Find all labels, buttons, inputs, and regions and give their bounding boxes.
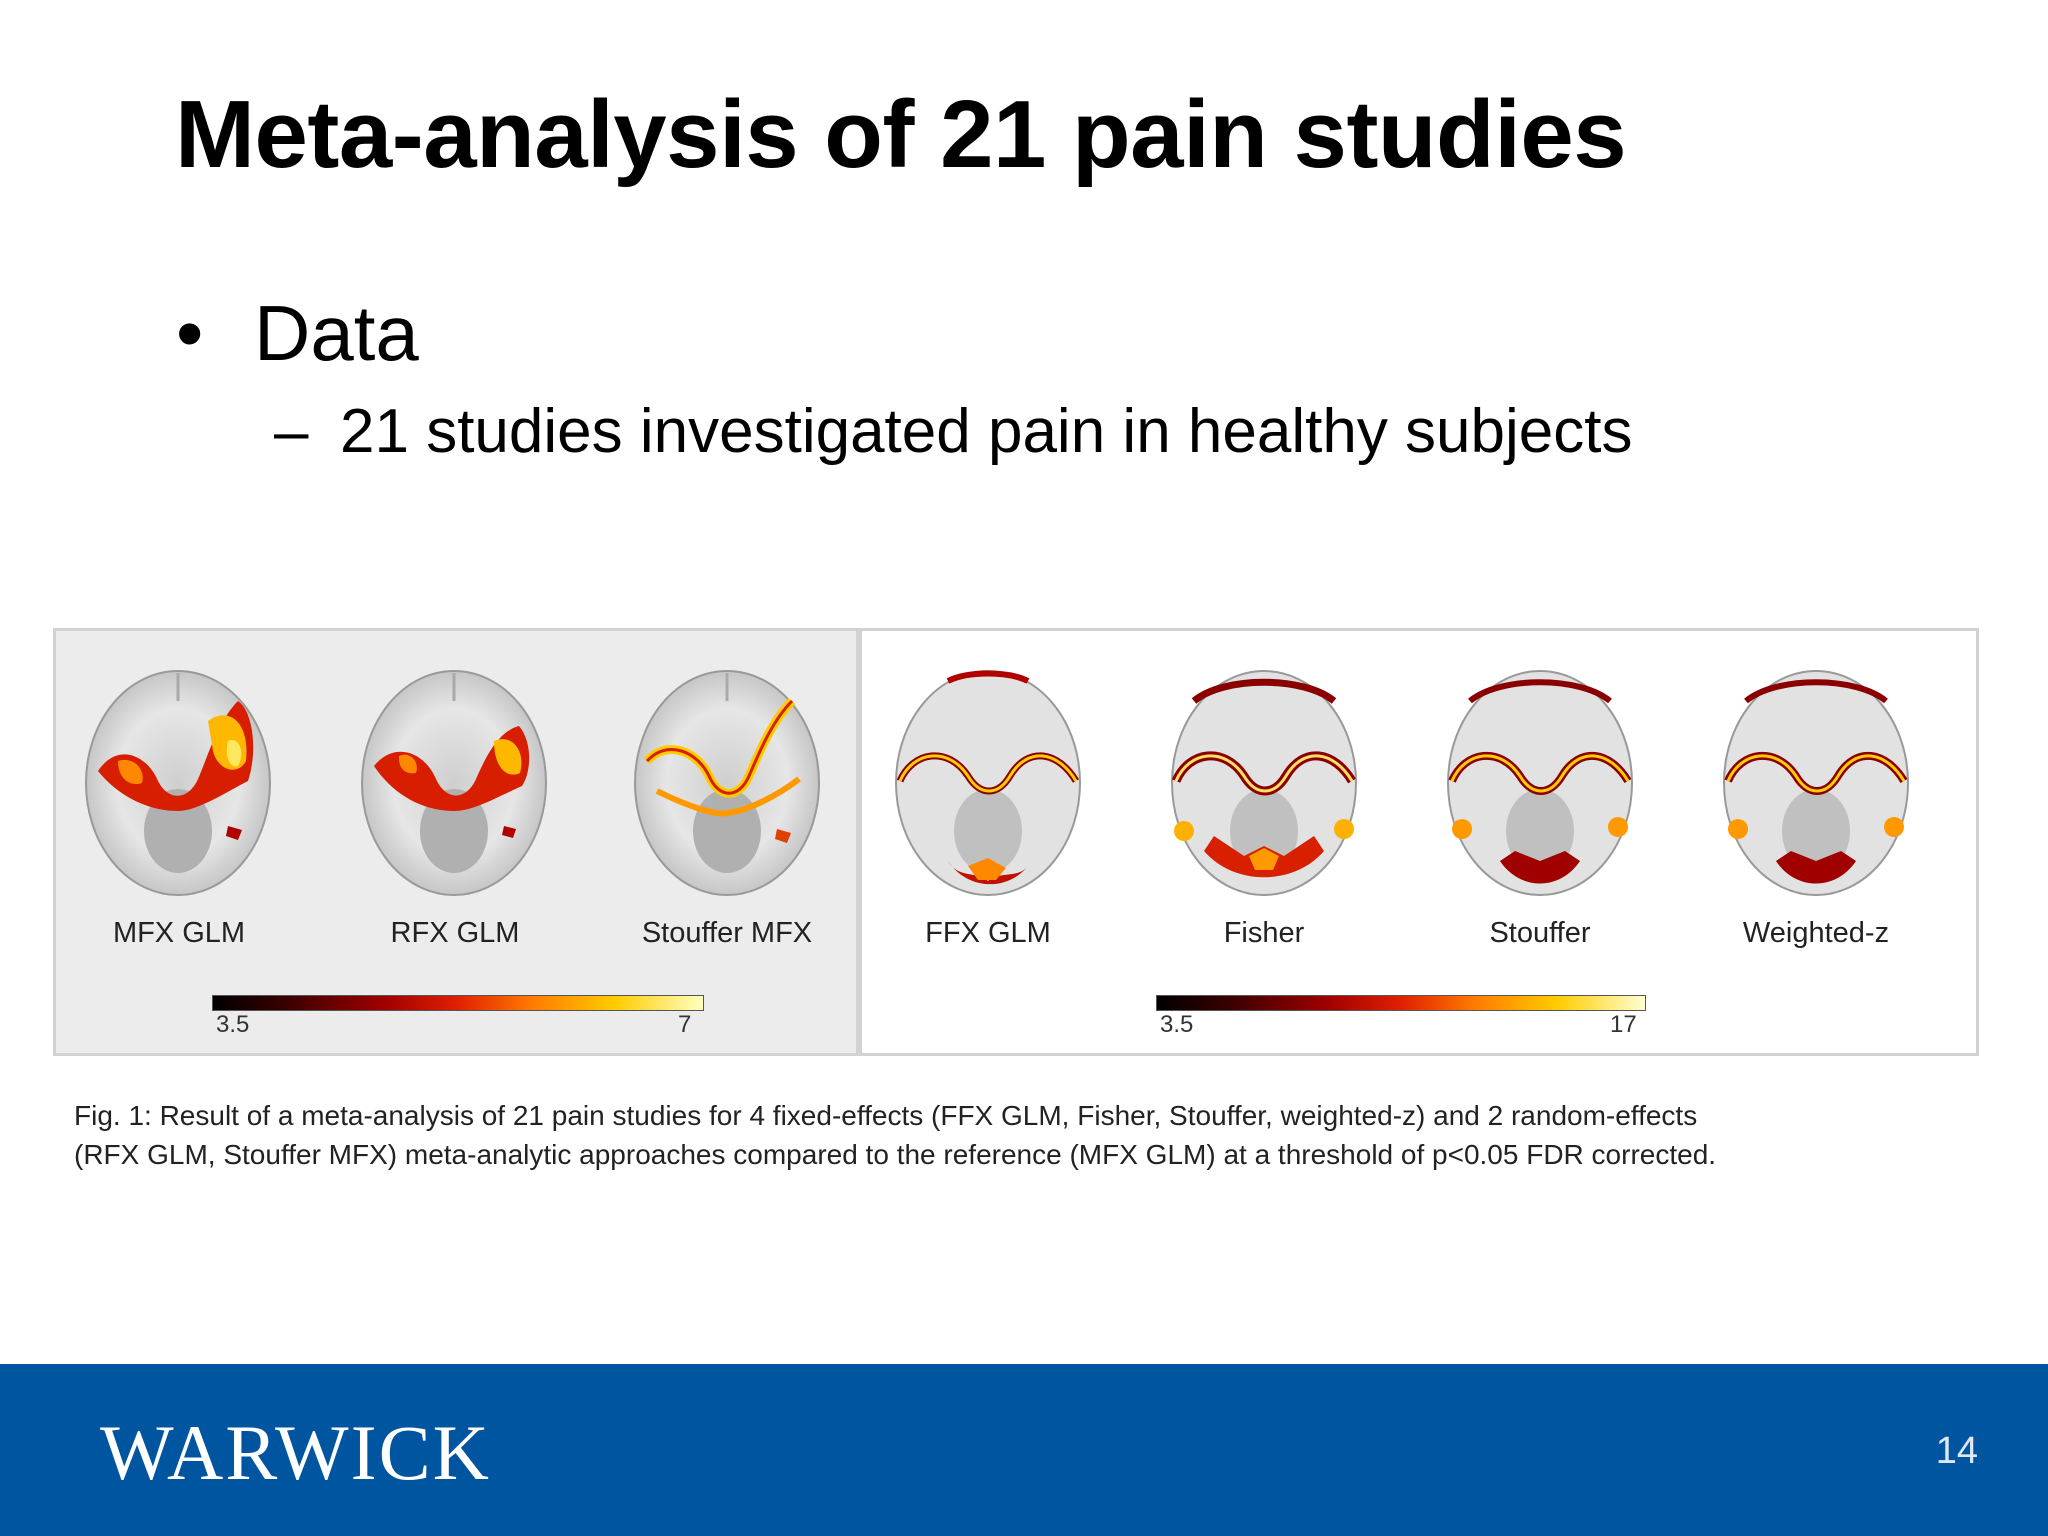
sub-bullet-text: 21 studies investigated pain in healthy …: [340, 397, 1633, 466]
figure-caption: Fig. 1: Result of a meta-analysis of 21 …: [74, 1096, 1974, 1174]
colorbar-right-min: 3.5: [1160, 1011, 1194, 1038]
label-fisher: Fisher: [1223, 917, 1305, 949]
colorbar-right: [1156, 995, 1646, 1011]
label-weighted-z: Weighted-z: [1742, 917, 1890, 949]
label-mfx-glm: MFX GLM: [112, 917, 246, 949]
warwick-logo: WARWICK: [100, 1409, 491, 1496]
brain-image-weighted-z: [1723, 670, 1909, 896]
brain-image-stouffer: [1447, 670, 1633, 896]
slide-title: Meta-analysis of 21 pain studies: [175, 81, 1627, 188]
right-panel: FFX GLM Fisher: [859, 628, 1979, 1056]
brain-image-mfx-glm: [85, 670, 271, 896]
colorbar-left: [212, 995, 704, 1011]
bullet-data: • Data: [176, 288, 419, 379]
brain-figure: MFX GLM RFX GLM St: [53, 628, 1979, 1060]
left-panel: MFX GLM RFX GLM St: [53, 628, 859, 1056]
label-stouffer: Stouffer: [1489, 917, 1591, 949]
label-rfx-glm: RFX GLM: [390, 917, 520, 949]
footer-bar: WARWICK 14: [0, 1364, 2048, 1536]
caption-line-1: Fig. 1: Result of a meta-analysis of 21 …: [74, 1100, 1698, 1131]
label-ffx-glm: FFX GLM: [925, 917, 1051, 949]
colorbar-right-max: 17: [1610, 1011, 1637, 1038]
bullet-marker: •: [176, 289, 204, 377]
caption-line-2: (RFX GLM, Stouffer MFX) meta-analytic ap…: [74, 1139, 1717, 1170]
sub-bullet-marker: –: [274, 397, 309, 466]
brain-image-stouffer-mfx: [634, 670, 820, 896]
page-number: 14: [1935, 1430, 1978, 1472]
colorbar-left-max: 7: [678, 1011, 692, 1038]
bullet-text: Data: [254, 289, 419, 377]
brain-image-ffx-glm: [895, 670, 1081, 896]
sub-bullet: –21 studies investigated pain in healthy…: [274, 396, 1633, 467]
brain-image-fisher: [1171, 670, 1357, 896]
colorbar-left-min: 3.5: [216, 1011, 250, 1038]
label-stouffer-mfx: Stouffer MFX: [641, 917, 813, 949]
brain-image-rfx-glm: [361, 670, 547, 896]
